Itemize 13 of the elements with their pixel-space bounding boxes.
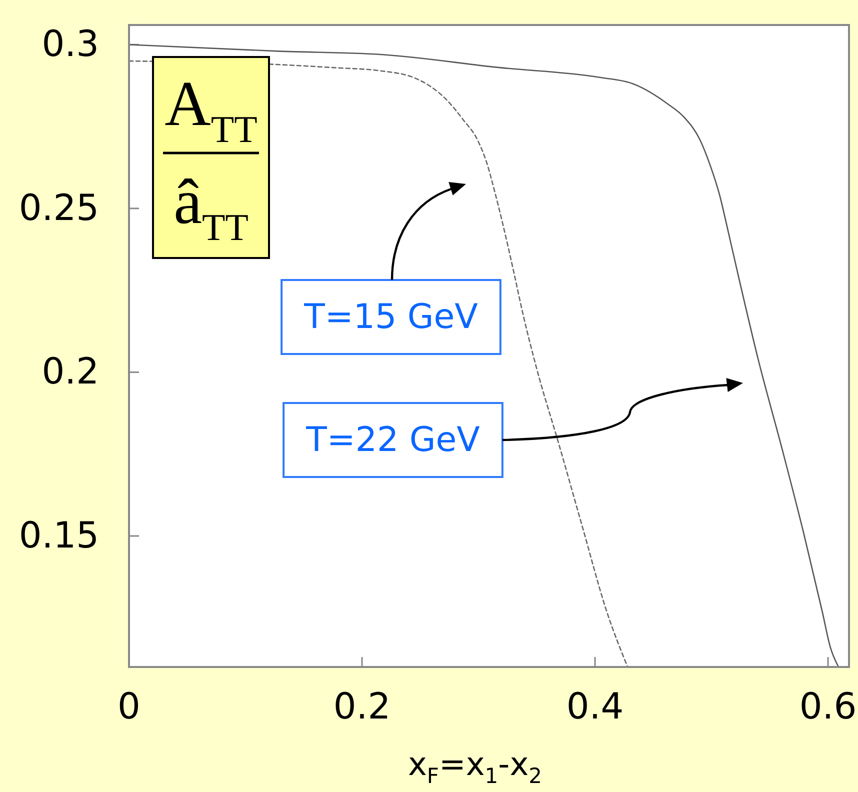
- line-series: [128, 44, 840, 668]
- x-tick-label: 0.4: [566, 686, 624, 728]
- x-tick-label: 0.2: [333, 686, 391, 728]
- y-tick-label: 0.2: [42, 352, 99, 393]
- x-tick-label: 0.6: [799, 686, 857, 728]
- annotation: T=22 GeV: [305, 420, 480, 460]
- x-tick-label: 0: [118, 686, 140, 728]
- x-axis-title: x$_{F}$=x$_{1}$-x$_{2}$: [408, 745, 542, 788]
- y-tick-label: 0.25: [18, 188, 99, 229]
- y-axis-title: A$_{TT}$ â$_{TT}$: [164, 68, 258, 249]
- y-tick-label: 0.3: [42, 24, 99, 66]
- annotation: T=15 GeV: [303, 297, 478, 337]
- y-tick-label: 0.15: [18, 516, 99, 556]
